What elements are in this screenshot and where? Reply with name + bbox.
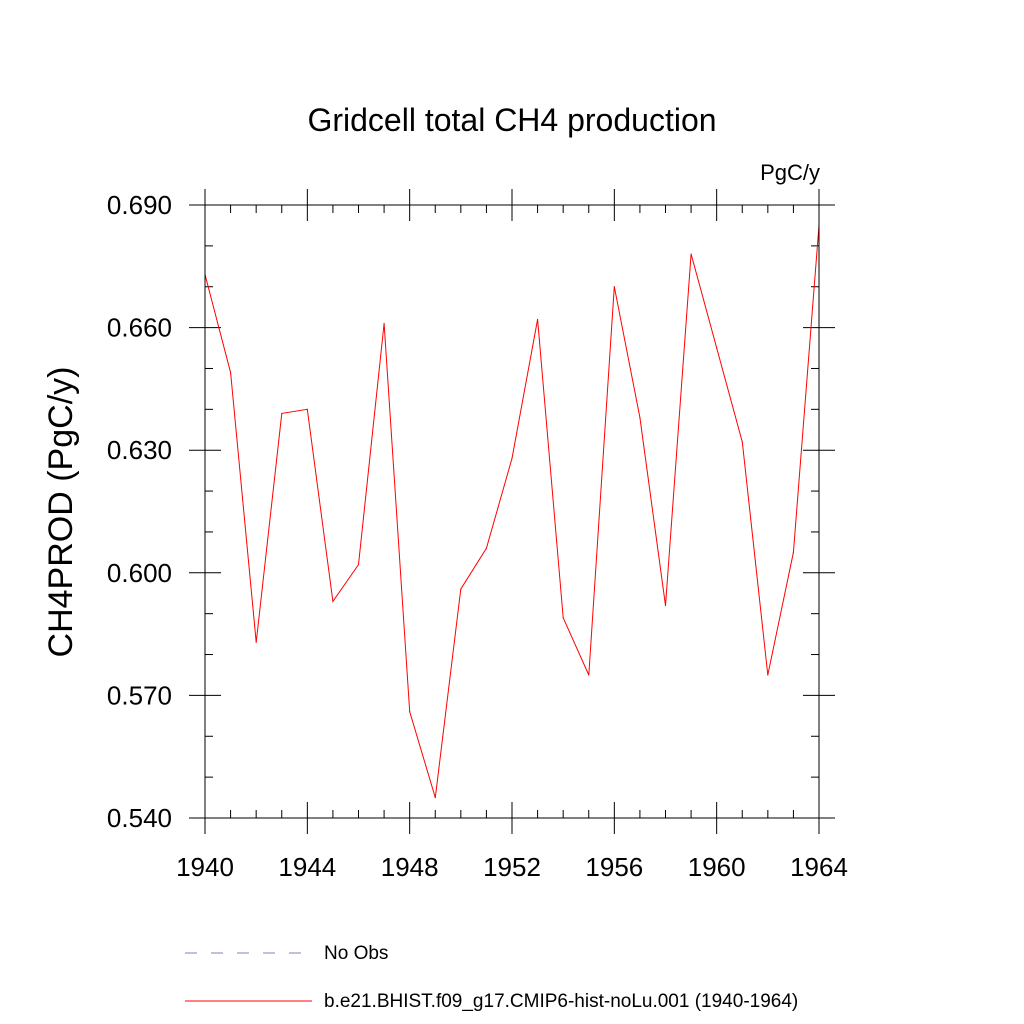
y-tick-label: 0.600 [107, 558, 172, 588]
data-layer [204, 224, 820, 799]
x-tick-label: 1956 [585, 852, 643, 882]
y-tick-label: 0.690 [107, 190, 172, 220]
y-axis-label: CH4PROD (PgC/y) [42, 367, 80, 658]
data-point [434, 796, 436, 799]
legend-label-series: b.e21.BHIST.f09_g17.CMIP6-hist-noLu.001 … [324, 991, 798, 1012]
data-point [511, 457, 513, 459]
data-point [690, 253, 692, 255]
data-point [281, 412, 283, 415]
y-tick-label: 0.570 [107, 680, 172, 710]
x-tick-label: 1944 [278, 852, 336, 882]
data-point [409, 711, 411, 713]
data-point [664, 604, 667, 607]
chart-title: Gridcell total CH4 production [307, 102, 716, 138]
x-tick-label: 1952 [483, 852, 541, 882]
data-point [383, 322, 385, 325]
legend-label-no-obs: No Obs [324, 943, 388, 964]
data-point [716, 347, 718, 349]
x-tick-label: 1964 [790, 852, 848, 882]
data-point [741, 441, 743, 443]
x-tick-label: 1940 [176, 852, 234, 882]
x-tick-label: 1948 [381, 852, 439, 882]
x-tick-label: 1960 [688, 852, 746, 882]
plot-frame [204, 204, 820, 819]
data-point [229, 371, 232, 374]
data-point [639, 416, 641, 419]
data-point [306, 408, 308, 410]
data-point [792, 551, 795, 553]
data-point [460, 588, 462, 590]
y-tick-label: 0.660 [107, 313, 172, 343]
data-point [357, 564, 360, 566]
y-tick-label: 0.630 [107, 435, 172, 465]
units-label: PgC/y [760, 160, 820, 185]
legend: No Obs b.e21.BHIST.f09_g17.CMIP6-hist-no… [185, 943, 798, 1012]
data-point [536, 318, 539, 321]
data-point [613, 286, 615, 288]
data-point [332, 600, 334, 603]
data-point [485, 547, 488, 549]
ticks-layer: 1940 1944 1948 1952 1956 1960 1964 0.540 0.570 0.… [107, 189, 848, 882]
series-line-0 [204, 225, 820, 798]
data-point [562, 617, 564, 619]
data-point [588, 674, 590, 676]
data-point [255, 641, 257, 643]
y-tick-label: 0.540 [107, 803, 172, 833]
data-point [767, 674, 769, 676]
